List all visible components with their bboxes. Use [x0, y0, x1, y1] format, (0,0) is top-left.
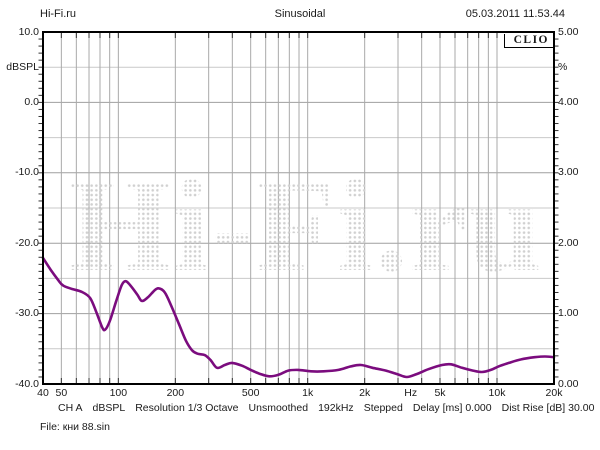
distortion-curve [41, 256, 556, 379]
plot-border [42, 31, 555, 385]
status-resolution: Resolution 1/3 Octave [135, 402, 239, 414]
status-channel: CH A [58, 402, 83, 414]
plot-area: Hi-Fi.ru [38, 31, 559, 385]
measurement-title: Sinusoidal [274, 8, 326, 20]
clio-logo: CLIO [513, 34, 549, 46]
status-dist-rise: Dist Rise [dB] 30.00 [501, 402, 595, 414]
status-mode: Stepped [363, 402, 403, 414]
timestamp: 05.03.2011 11.53.44 [465, 8, 565, 20]
status-samplerate: 192kHz [318, 402, 354, 414]
source-label: Hi-Fi.ru [40, 8, 77, 20]
watermark-text: Hi-Fi.ru [69, 152, 543, 299]
status-bar: CH A dBSPL Resolution 1/3 Octave Unsmoot… [58, 402, 594, 414]
status-delay: Delay [ms] 0.000 [412, 402, 492, 414]
status-smoothing: Unsmoothed [248, 402, 309, 414]
file-name: File: кни 88.sin [40, 421, 110, 433]
clio-logo-box: CLIO [504, 34, 553, 48]
status-unit: dBSPL [92, 402, 126, 414]
